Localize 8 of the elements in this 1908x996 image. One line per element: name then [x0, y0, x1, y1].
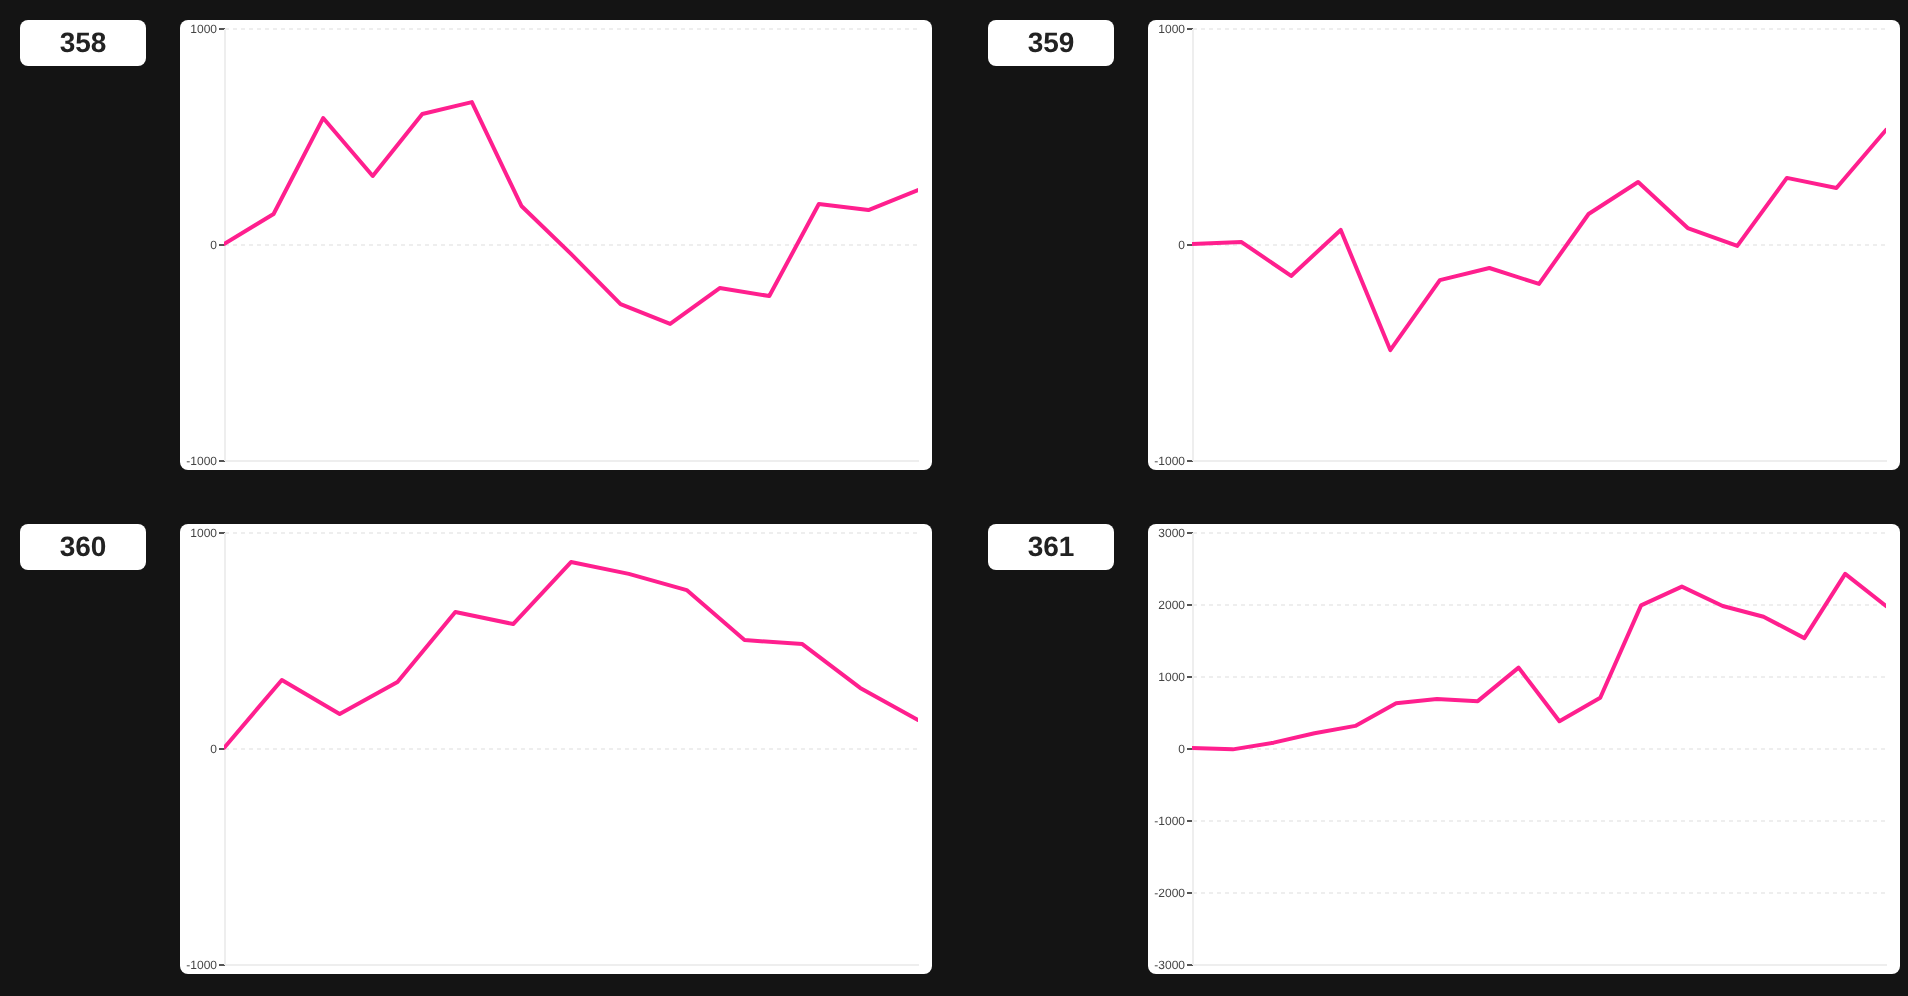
chart-title: 359 — [988, 20, 1114, 66]
line-series — [1192, 571, 1886, 752]
line-series — [1192, 127, 1886, 353]
chart-title: 361 — [988, 524, 1114, 570]
line-series — [224, 100, 918, 326]
chart-title: 358 — [20, 20, 146, 66]
chart-title: 360 — [20, 524, 146, 570]
line-series — [224, 560, 918, 750]
